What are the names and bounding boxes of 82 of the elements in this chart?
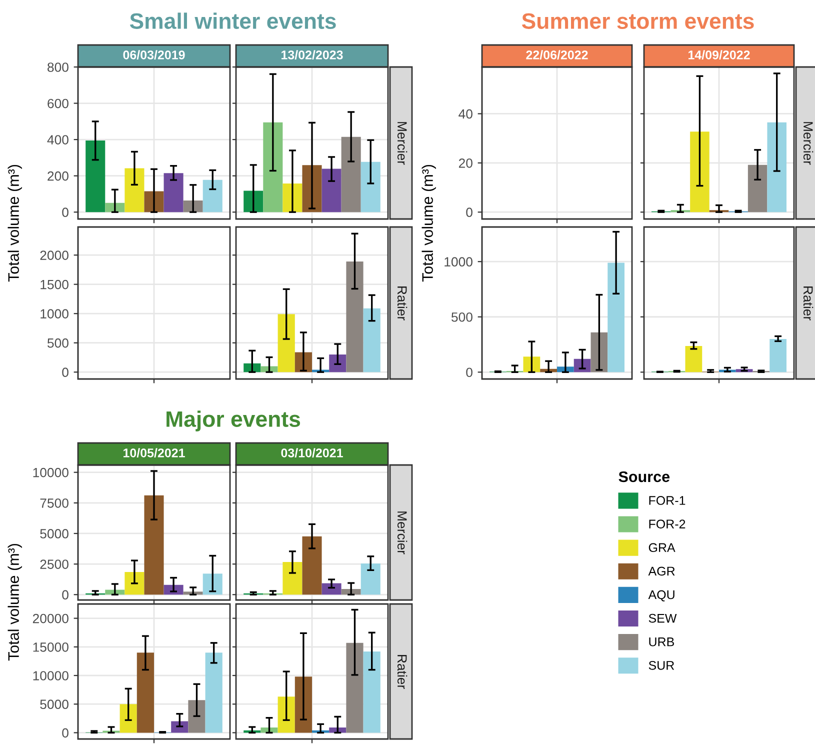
y-tick-label: 200: [48, 171, 68, 181]
bar: [205, 652, 222, 733]
y-tick-label: 10000: [33, 468, 68, 478]
legend-label: SUR: [648, 660, 674, 670]
y-tick-label: 1000: [444, 257, 472, 267]
chart-title: Summer storm events: [522, 13, 754, 29]
bar: [322, 583, 342, 595]
bar: [164, 173, 184, 212]
y-tick-label: 2500: [40, 560, 68, 569]
bar: [770, 338, 786, 372]
bar: [202, 574, 222, 595]
y-tick-label: 0: [466, 368, 472, 378]
y-tick-label: 1000: [40, 309, 68, 318]
bar: [278, 696, 295, 733]
x-tick-label: 06/03/2019: [123, 50, 185, 60]
chart-title: Major events: [166, 410, 300, 432]
chart-title: Small winter events: [130, 12, 336, 29]
y-tick-label: 1500: [40, 280, 68, 290]
bar: [360, 162, 380, 212]
y-tick-label: 15000: [33, 642, 68, 652]
bar: [86, 140, 106, 212]
y-tick-label: 0: [62, 590, 68, 600]
y-tick-label: 500: [451, 312, 472, 322]
bar: [188, 700, 206, 733]
bar: [608, 262, 624, 372]
bar: [144, 495, 164, 595]
bar: [171, 721, 188, 733]
bar: [363, 651, 380, 733]
bar: [263, 122, 283, 212]
bar: [183, 200, 203, 212]
legend-label: AQU: [648, 590, 674, 602]
bar: [294, 676, 312, 733]
legend-label: FOR-2: [649, 520, 686, 528]
y-tick-label: 20000: [32, 614, 68, 624]
y-tick-label: 0: [62, 728, 68, 738]
legend-label: AGR: [648, 566, 675, 576]
y-tick-label: 500: [47, 338, 68, 348]
y-tick-label: 2000: [40, 250, 68, 260]
y-axis-title: Total volume (m³): [8, 544, 22, 661]
y-tick-label: 600: [48, 98, 68, 108]
x-tick-label: 13/02/2023: [282, 50, 343, 60]
bar: [360, 563, 380, 595]
bar: [136, 652, 154, 733]
y-tick-label: 5000: [40, 700, 68, 710]
y-tick-label: 0: [62, 208, 68, 218]
bar: [346, 642, 364, 733]
legend-title: Source: [618, 471, 670, 482]
bar: [282, 562, 302, 595]
y-tick-label: 5000: [40, 529, 68, 538]
y-tick-label: 0: [466, 208, 472, 218]
bar: [202, 180, 222, 212]
y-axis-title: Total volume (m³): [422, 164, 436, 282]
y-tick-label: 20: [458, 158, 472, 168]
bar: [685, 346, 702, 372]
text: Ratier: [397, 654, 408, 689]
y-tick-label: 10000: [33, 671, 68, 680]
x-tick-label: 22/06/2022: [526, 50, 588, 60]
y-axis-title: Total volume (m³): [8, 164, 22, 282]
text: Mercier: [803, 122, 814, 165]
text: Mercier: [397, 122, 408, 165]
bar: [341, 136, 361, 212]
legend-label: GRA: [648, 543, 676, 552]
bar: [302, 536, 322, 595]
y-tick-label: 800: [48, 62, 68, 72]
x-tick-label: 10/05/2021: [124, 448, 185, 458]
bar: [124, 168, 144, 212]
text: Mercier: [397, 512, 408, 554]
bar: [120, 704, 137, 733]
text: Ratier: [397, 286, 408, 320]
y-tick-label: 40: [458, 109, 472, 119]
bar: [124, 572, 144, 595]
y-tick-label: 400: [47, 135, 68, 144]
x-tick-label: 03/10/2021: [281, 448, 343, 458]
x-tick-label: 14/09/2022: [688, 50, 750, 60]
legend-label: FOR-1: [649, 496, 686, 505]
y-tick-label: 0: [62, 368, 68, 378]
text: Ratier: [803, 286, 814, 320]
bar: [322, 168, 342, 212]
bar: [244, 190, 264, 212]
legend-label: URB: [649, 638, 674, 646]
legend-label: SEW: [648, 614, 677, 623]
y-tick-label: 7500: [40, 498, 68, 508]
